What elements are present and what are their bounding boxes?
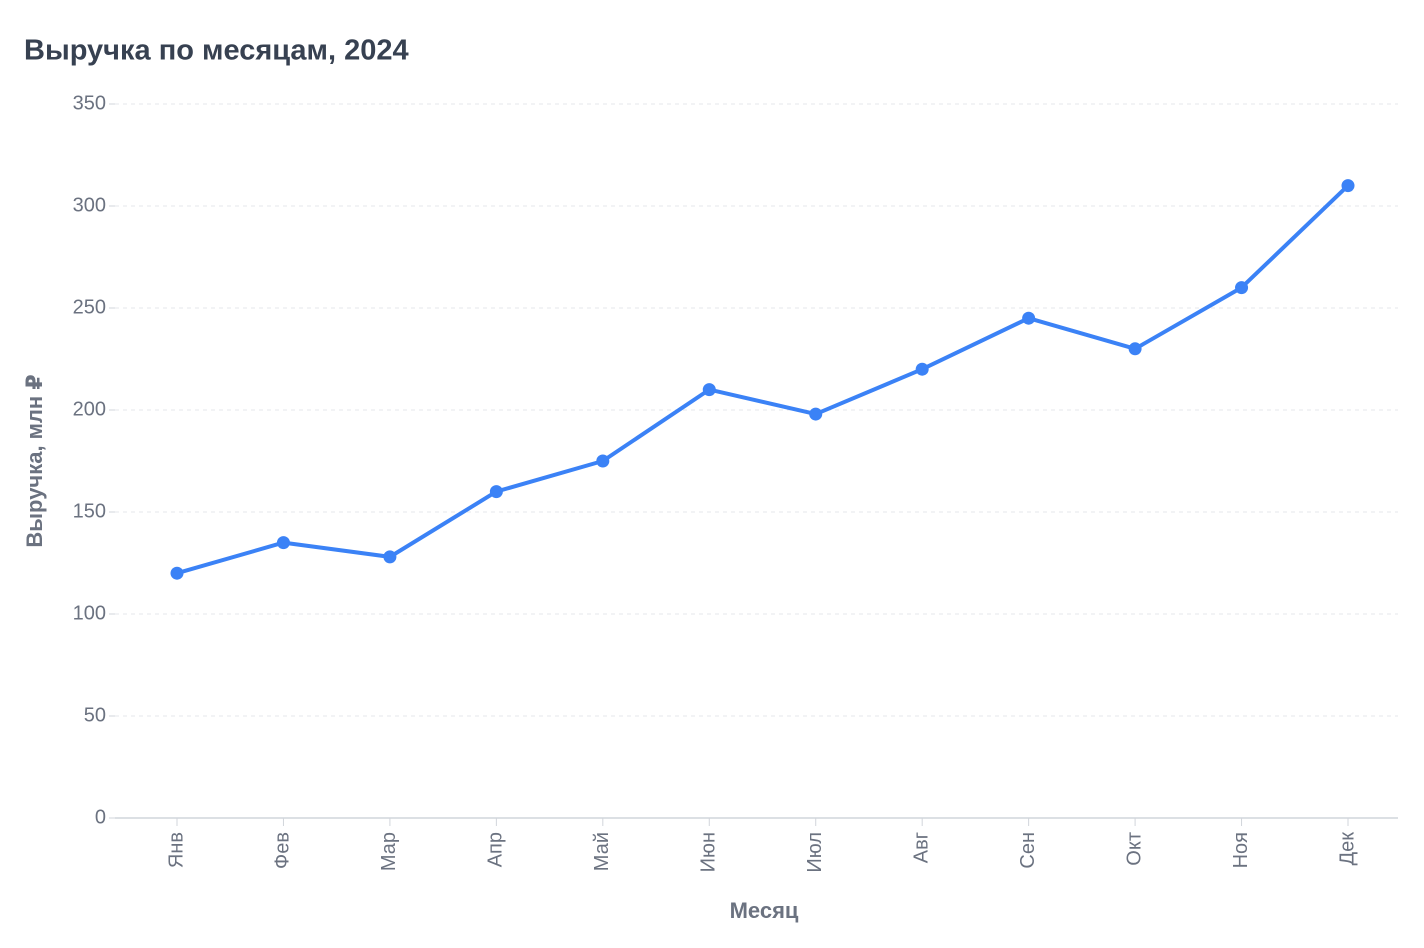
y-tick-label: 200: [73, 398, 106, 420]
point: [1022, 311, 1036, 325]
x-tick-label: Мар: [378, 832, 400, 871]
point: [1128, 342, 1142, 356]
x-axis-title: Месяц: [730, 898, 799, 923]
x-tick-label: Май: [591, 832, 613, 871]
point: [1341, 179, 1355, 193]
x-tick-label: Окт: [1123, 832, 1145, 866]
y-tick-label: 100: [73, 602, 106, 624]
x-tick-label: Июн: [698, 832, 720, 872]
x-tick-label: Фев: [272, 832, 294, 869]
chart-title: Выручка по месяцам, 2024: [24, 35, 409, 67]
x-tick-label: Авг: [910, 832, 932, 863]
x-tick-label: Ноя: [1230, 832, 1252, 868]
point: [596, 454, 610, 468]
point: [489, 485, 503, 499]
x-tick-label: Апр: [485, 832, 507, 867]
point: [1235, 281, 1249, 295]
y-tick-label: 250: [73, 296, 106, 318]
point: [383, 550, 397, 564]
point: [809, 407, 823, 421]
x-tick-label: Янв: [165, 832, 187, 868]
y-tick-label: 0: [95, 806, 106, 828]
y-tick-label: 300: [73, 194, 106, 216]
point: [170, 566, 184, 580]
point: [915, 362, 929, 376]
x-tick-label: Июл: [804, 832, 826, 873]
x-tick-label: Сен: [1017, 832, 1039, 869]
line: [176, 184, 1350, 576]
point: [702, 383, 716, 397]
x-tick-label: Дек: [1336, 832, 1358, 866]
y-tick-label: 350: [73, 92, 106, 114]
point: [276, 536, 290, 550]
y-tick-label: 50: [84, 704, 106, 726]
y-tick-label: 150: [73, 500, 106, 522]
y-axis-title: Выручка, млн ₽: [22, 374, 47, 547]
